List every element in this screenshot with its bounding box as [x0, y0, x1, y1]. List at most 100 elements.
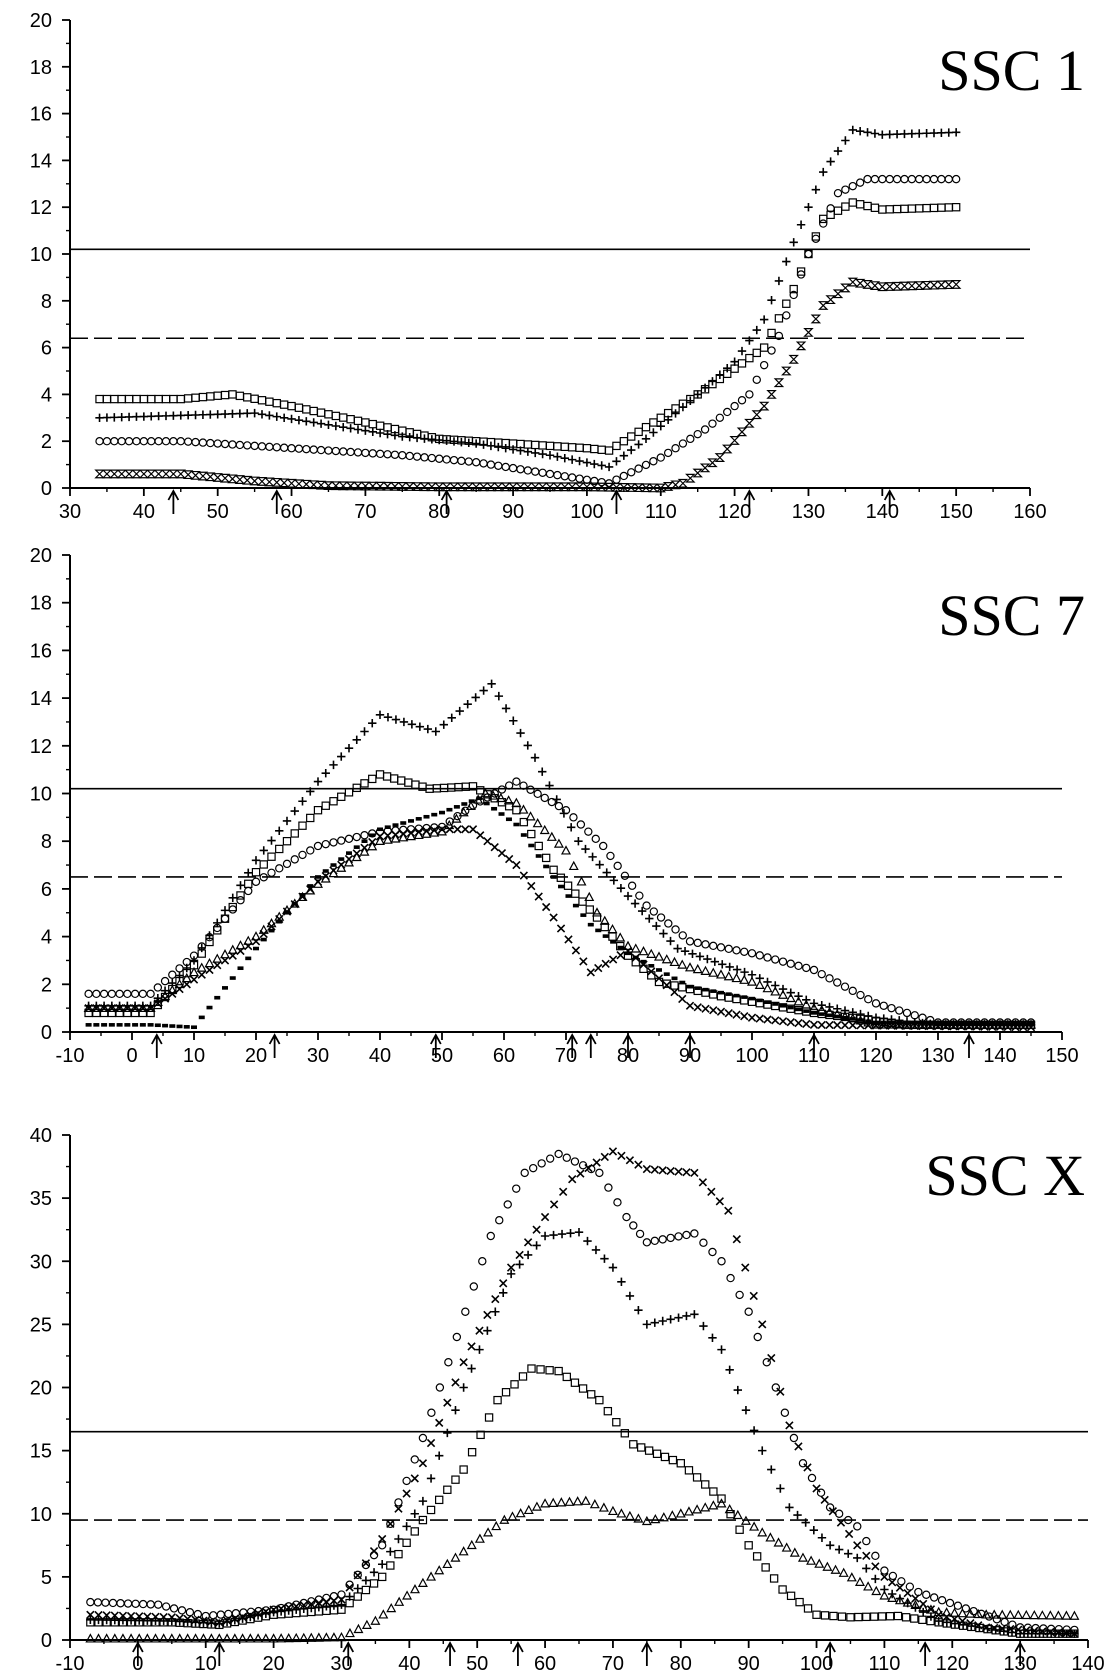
data-point-x: [767, 1353, 776, 1363]
data-point-x: [895, 1021, 904, 1030]
data-point-circle: [259, 873, 268, 882]
y-tick-label: 8: [41, 831, 52, 853]
data-point-plus: [154, 411, 163, 421]
data-point-x: [499, 1279, 508, 1288]
data-point-circle: [786, 959, 795, 968]
data-point-hourglass: [160, 469, 172, 479]
data-point-x: [138, 1003, 148, 1013]
data-point-plus: [250, 408, 259, 418]
x-tick-label: 70: [555, 1045, 577, 1067]
data-point-circle: [176, 437, 185, 446]
data-point-dash: [498, 812, 505, 816]
data-point-circle: [723, 407, 732, 417]
data-point-plus: [642, 1320, 652, 1329]
series-circle: [84, 777, 1036, 1027]
data-point-plus: [253, 1611, 263, 1620]
data-point-circle: [871, 1551, 880, 1561]
data-point-square: [294, 403, 304, 412]
data-point-triangle: [607, 1505, 618, 1516]
data-point-circle: [554, 801, 564, 811]
data-point-triangle: [83, 1002, 94, 1012]
data-point-x: [306, 885, 315, 894]
data-point-hourglass: [315, 480, 327, 490]
data-point-square: [841, 202, 850, 211]
data-point-circle: [635, 891, 644, 900]
data-point-square: [855, 200, 865, 209]
data-point-x: [964, 1022, 974, 1031]
data-point-circle: [243, 441, 252, 450]
data-point-plus: [625, 1291, 635, 1301]
data-point-plus: [238, 1614, 247, 1623]
data-point-hourglass: [374, 481, 386, 491]
data-point-square: [418, 1515, 428, 1525]
data-point-triangle: [458, 1546, 469, 1556]
data-point-dash: [671, 976, 678, 981]
data-point-square: [512, 805, 521, 815]
data-point-plus: [515, 1260, 524, 1269]
data-point-triangle: [503, 795, 514, 805]
data-point-plus: [321, 769, 330, 778]
data-point-plus: [222, 1617, 232, 1627]
data-point-circle: [309, 445, 318, 454]
data-point-x: [386, 1519, 395, 1529]
data-point-x: [848, 1021, 857, 1030]
data-point-triangle: [117, 1633, 128, 1643]
data-point-x: [523, 1238, 533, 1247]
data-point-circle: [613, 1198, 622, 1207]
data-point-square: [549, 865, 558, 875]
data-point-triangle: [871, 1585, 882, 1596]
x-tick-label: 80: [670, 1653, 692, 1673]
data-point-hourglass: [943, 280, 955, 290]
data-point-hourglass: [670, 480, 681, 490]
data-point-plus: [390, 431, 400, 440]
x-tick-label: 70: [602, 1653, 624, 1673]
data-point-triangle: [793, 996, 804, 1006]
data-point-plus: [479, 686, 488, 695]
data-point-triangle: [598, 1502, 609, 1512]
arrow-marker: [430, 1033, 442, 1058]
data-point-circle: [744, 1307, 753, 1316]
data-point-square: [934, 1618, 943, 1627]
data-point-square: [344, 788, 354, 797]
x-tick-label: 100: [570, 501, 603, 523]
data-point-square: [519, 817, 529, 827]
y-tick-label: 16: [30, 640, 52, 662]
data-point-plus: [443, 1428, 452, 1438]
data-point-x: [483, 837, 492, 846]
data-point-plus: [871, 1574, 880, 1584]
data-point-dash: [849, 1017, 856, 1021]
data-point-square: [454, 782, 463, 792]
data-point-plus: [479, 440, 488, 449]
data-point-x: [670, 987, 679, 997]
data-point-plus: [740, 967, 749, 977]
data-point-plus: [870, 129, 880, 138]
data-point-x: [115, 1003, 124, 1013]
data-point-circle: [678, 439, 688, 448]
data-point-triangle: [754, 979, 765, 989]
data-point-x: [483, 1310, 492, 1320]
data-point-square: [352, 783, 361, 793]
data-point-square: [321, 801, 330, 810]
data-point-square: [567, 443, 577, 452]
data-point-plus: [516, 728, 525, 738]
data-point-x: [313, 877, 323, 886]
x-tick-label: 110: [868, 1653, 900, 1673]
data-point-dash: [565, 894, 572, 898]
data-point-plus: [353, 1584, 362, 1593]
data-point-triangle: [599, 915, 610, 925]
data-point-dash: [733, 993, 740, 998]
data-point-plus: [189, 956, 199, 965]
data-point-circle: [802, 963, 811, 973]
data-point-x: [828, 1507, 837, 1516]
data-point-square: [306, 813, 315, 823]
data-point-square: [670, 981, 679, 990]
data-point-plus: [545, 451, 555, 460]
data-point-square: [660, 1452, 670, 1462]
data-point-square: [863, 201, 872, 211]
data-point-triangle: [402, 1590, 413, 1600]
data-point-plus: [451, 1406, 460, 1415]
data-point-triangle: [708, 1500, 719, 1510]
data-point-circle: [737, 396, 747, 405]
data-point-circle: [92, 989, 101, 999]
data-point-square: [337, 792, 346, 801]
